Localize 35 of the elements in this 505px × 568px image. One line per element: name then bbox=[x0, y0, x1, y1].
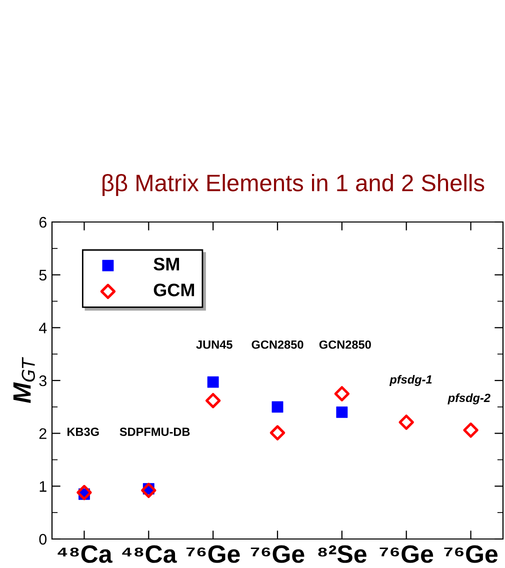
annotation: GCN2850 bbox=[252, 340, 304, 349]
point bbox=[205, 392, 221, 408]
y-tick-label: 4 bbox=[38, 322, 47, 334]
point bbox=[207, 376, 219, 388]
point bbox=[336, 406, 348, 418]
annotation: pfsdg-2 bbox=[448, 393, 490, 404]
y-axis-title: M$_{GT}$ bbox=[13, 357, 35, 404]
x-tick-label: ⁴⁸Ca bbox=[122, 545, 177, 563]
chart-title: ββ Matrix Elements in 1 and 2 Shells bbox=[102, 174, 484, 196]
annotation: KB3G bbox=[68, 428, 99, 436]
y-tick-label: 1 bbox=[40, 481, 46, 492]
y-tick-label: 2 bbox=[39, 428, 46, 439]
point bbox=[334, 386, 350, 402]
y-tick-label: 0 bbox=[39, 534, 47, 545]
point bbox=[463, 422, 478, 438]
legend-label: GCM bbox=[154, 284, 194, 296]
legend-label: SM bbox=[154, 258, 179, 270]
point bbox=[272, 401, 284, 413]
point bbox=[398, 414, 414, 430]
annotation: GCN2850 bbox=[319, 340, 371, 349]
point bbox=[76, 484, 92, 500]
x-tick-label: ⁴⁸Ca bbox=[58, 545, 112, 563]
point bbox=[270, 425, 286, 440]
y-tick-label: 3 bbox=[39, 375, 46, 386]
y-tick-label: 5 bbox=[39, 270, 46, 281]
x-tick-label: ⁷⁶Ge bbox=[444, 545, 498, 563]
point bbox=[141, 482, 156, 498]
x-tick-label: ⁷⁶Ge bbox=[250, 545, 304, 563]
x-tick-label: ⁷⁶Ge bbox=[186, 545, 240, 563]
y-tick-label: 6 bbox=[39, 216, 46, 228]
x-tick-label: ⁷⁶Ge bbox=[380, 545, 434, 563]
annotation: pfsdg-1 bbox=[389, 374, 432, 386]
annotation: JUN45 bbox=[196, 340, 232, 349]
x-tick-label: ⁸²Se bbox=[318, 545, 366, 563]
annotation: SDPFMU-DB bbox=[120, 428, 190, 436]
